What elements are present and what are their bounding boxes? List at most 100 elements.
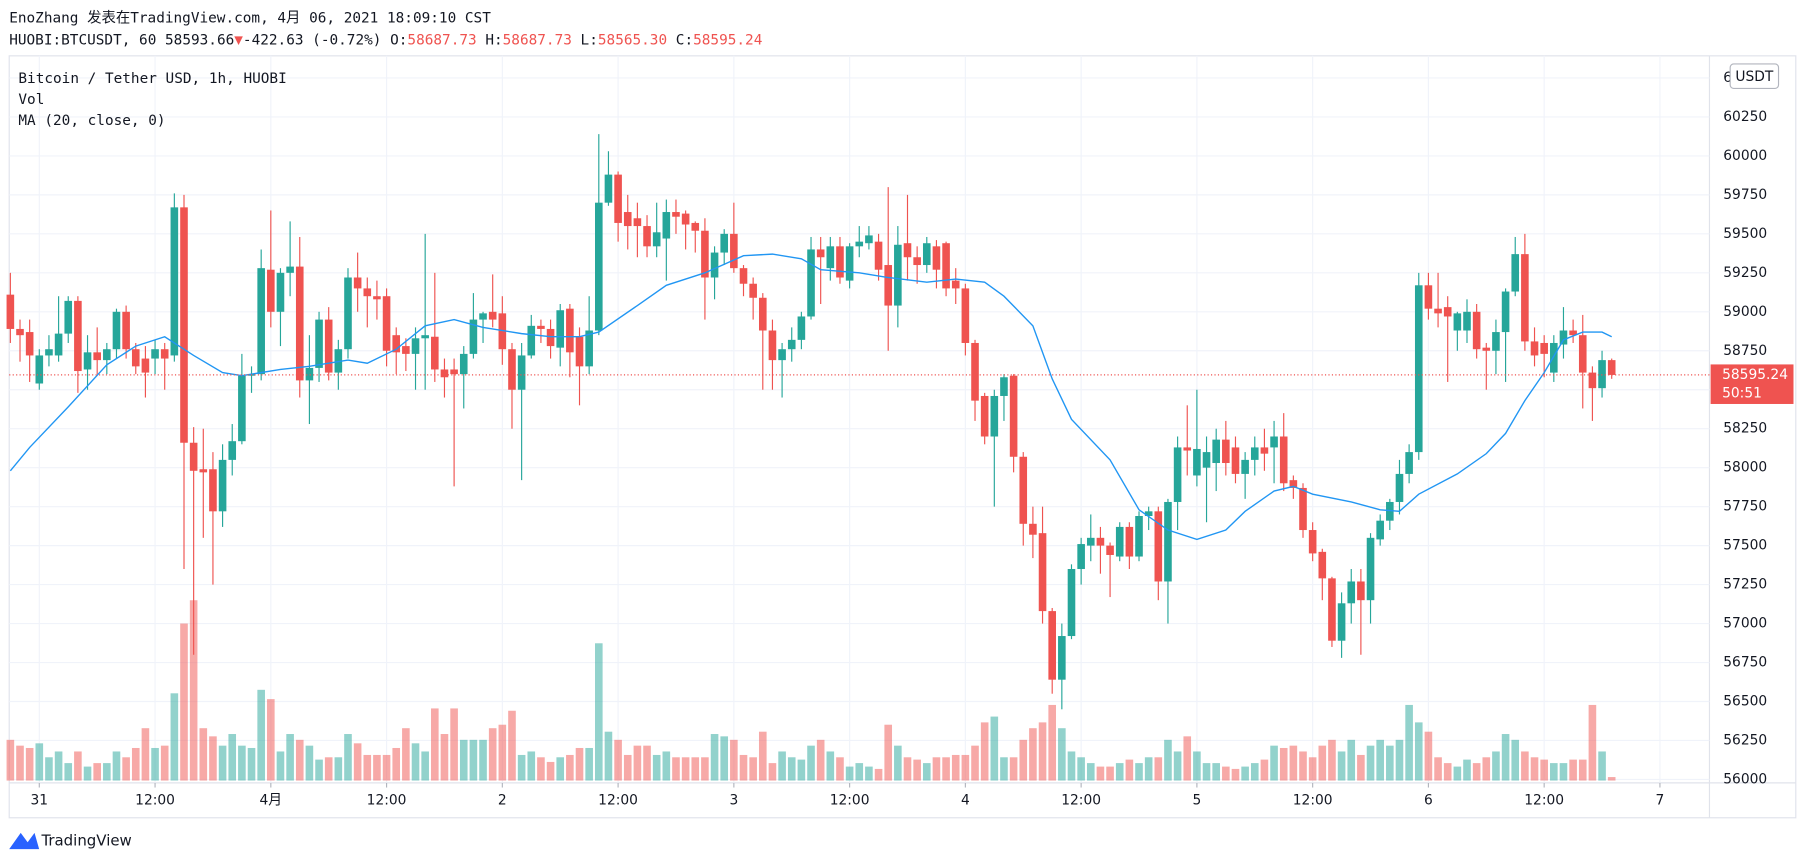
candle-body bbox=[1328, 578, 1336, 641]
volume-bar bbox=[874, 768, 883, 781]
volume-bar bbox=[1530, 757, 1539, 781]
volume-bar bbox=[498, 724, 507, 781]
volume-bar bbox=[363, 754, 372, 781]
volume-bar bbox=[238, 745, 246, 781]
volume-bar bbox=[450, 708, 458, 781]
y-tick-label: 60250 bbox=[1723, 109, 1767, 125]
candle-body bbox=[1511, 254, 1520, 292]
volume-bar bbox=[141, 728, 150, 781]
y-tick-label: 56500 bbox=[1723, 693, 1767, 709]
x-tick-label: 4月 bbox=[260, 792, 283, 808]
volume-bar bbox=[459, 739, 468, 781]
candles bbox=[6, 134, 1710, 710]
candle-body bbox=[1106, 545, 1114, 555]
candle-body bbox=[1578, 335, 1587, 373]
volume-bar bbox=[1540, 759, 1548, 781]
volume-bar bbox=[267, 699, 275, 781]
volume-bar bbox=[1202, 763, 1211, 781]
volume-bar bbox=[980, 722, 989, 781]
volume-bar bbox=[1588, 704, 1597, 781]
candle-body bbox=[643, 226, 651, 247]
volume-bar bbox=[160, 745, 169, 781]
volume-bar bbox=[566, 754, 574, 781]
candle-body bbox=[922, 243, 931, 266]
y-tick-label: 56250 bbox=[1723, 732, 1767, 748]
y-tick-label: 58750 bbox=[1723, 343, 1767, 359]
x-tick-label: 5 bbox=[1193, 792, 1202, 808]
candle-body bbox=[932, 246, 941, 270]
candle-body bbox=[990, 395, 999, 437]
candle-body bbox=[1347, 581, 1356, 604]
candle-body bbox=[710, 252, 719, 278]
candle-body bbox=[1038, 533, 1047, 612]
volume-bar bbox=[402, 728, 410, 781]
legend-ma: MA (20, close, 0) bbox=[18, 113, 165, 129]
candle-body bbox=[1550, 342, 1558, 373]
ma-line bbox=[9, 253, 1612, 541]
volume-bar bbox=[1067, 751, 1076, 781]
volume-bar bbox=[691, 757, 700, 781]
x-tick-label: 12:00 bbox=[1524, 792, 1564, 808]
volume-bar bbox=[1347, 739, 1356, 781]
volume-bar bbox=[1115, 763, 1124, 781]
y-tick-label: 59000 bbox=[1723, 304, 1767, 320]
volume-bar bbox=[479, 739, 487, 781]
y-tick-label: 57250 bbox=[1723, 577, 1767, 593]
candle-body bbox=[749, 283, 757, 298]
volume-bar bbox=[1492, 751, 1500, 781]
candle-body bbox=[209, 469, 217, 512]
candle-body bbox=[1289, 480, 1298, 488]
candle-body bbox=[913, 257, 921, 266]
volume-bar bbox=[93, 763, 101, 781]
candle-body bbox=[1540, 342, 1548, 354]
volume-bar bbox=[971, 745, 979, 781]
volume-bar bbox=[1125, 759, 1134, 781]
volume-bar bbox=[884, 724, 893, 781]
volume-bar bbox=[903, 757, 912, 781]
candle-body bbox=[1588, 372, 1597, 389]
volume-bar bbox=[1308, 757, 1317, 781]
volume-bar bbox=[614, 739, 622, 781]
volume-bar bbox=[1559, 763, 1568, 781]
candle-body bbox=[402, 346, 410, 354]
candle-body bbox=[1183, 447, 1192, 451]
candle-body bbox=[103, 349, 111, 361]
candle-body bbox=[1202, 452, 1211, 468]
candle-body bbox=[1135, 516, 1143, 557]
candle-body bbox=[652, 232, 661, 247]
volume-bar bbox=[1193, 751, 1201, 781]
y-tick-label: 56000 bbox=[1723, 771, 1767, 787]
volume-bar bbox=[1000, 757, 1008, 781]
volume-bar bbox=[1231, 768, 1240, 781]
volume-bar bbox=[1463, 759, 1471, 781]
volume-bar bbox=[778, 751, 786, 781]
volume-bar bbox=[826, 751, 835, 781]
volume-bar bbox=[787, 757, 796, 781]
candle-body bbox=[199, 469, 208, 473]
candle-body bbox=[797, 316, 806, 340]
volume-bar bbox=[585, 747, 593, 781]
volume-bar bbox=[951, 754, 960, 781]
candle-body bbox=[1395, 473, 1404, 502]
candle-body bbox=[1559, 330, 1568, 345]
candle-body bbox=[324, 319, 333, 373]
candle-body bbox=[334, 349, 343, 373]
candle-body bbox=[787, 339, 796, 350]
last-price-badge bbox=[1710, 364, 1794, 404]
volume-bar bbox=[575, 747, 584, 781]
candle-body bbox=[1115, 526, 1124, 557]
x-tick-label: 2 bbox=[498, 792, 507, 808]
grid bbox=[9, 55, 1710, 783]
volume-bar bbox=[218, 745, 227, 781]
footer-brand: TradingView bbox=[40, 831, 131, 849]
candle-body bbox=[488, 311, 497, 320]
volume-bar bbox=[151, 747, 159, 781]
candle-body bbox=[556, 310, 565, 348]
arrow: ▼ bbox=[234, 33, 243, 49]
candle-body bbox=[35, 355, 44, 384]
candle-body bbox=[672, 212, 680, 217]
candle-body bbox=[816, 249, 825, 258]
y-tick-label: 59500 bbox=[1723, 226, 1767, 242]
candle-body bbox=[218, 459, 227, 512]
candle-body bbox=[64, 300, 73, 334]
